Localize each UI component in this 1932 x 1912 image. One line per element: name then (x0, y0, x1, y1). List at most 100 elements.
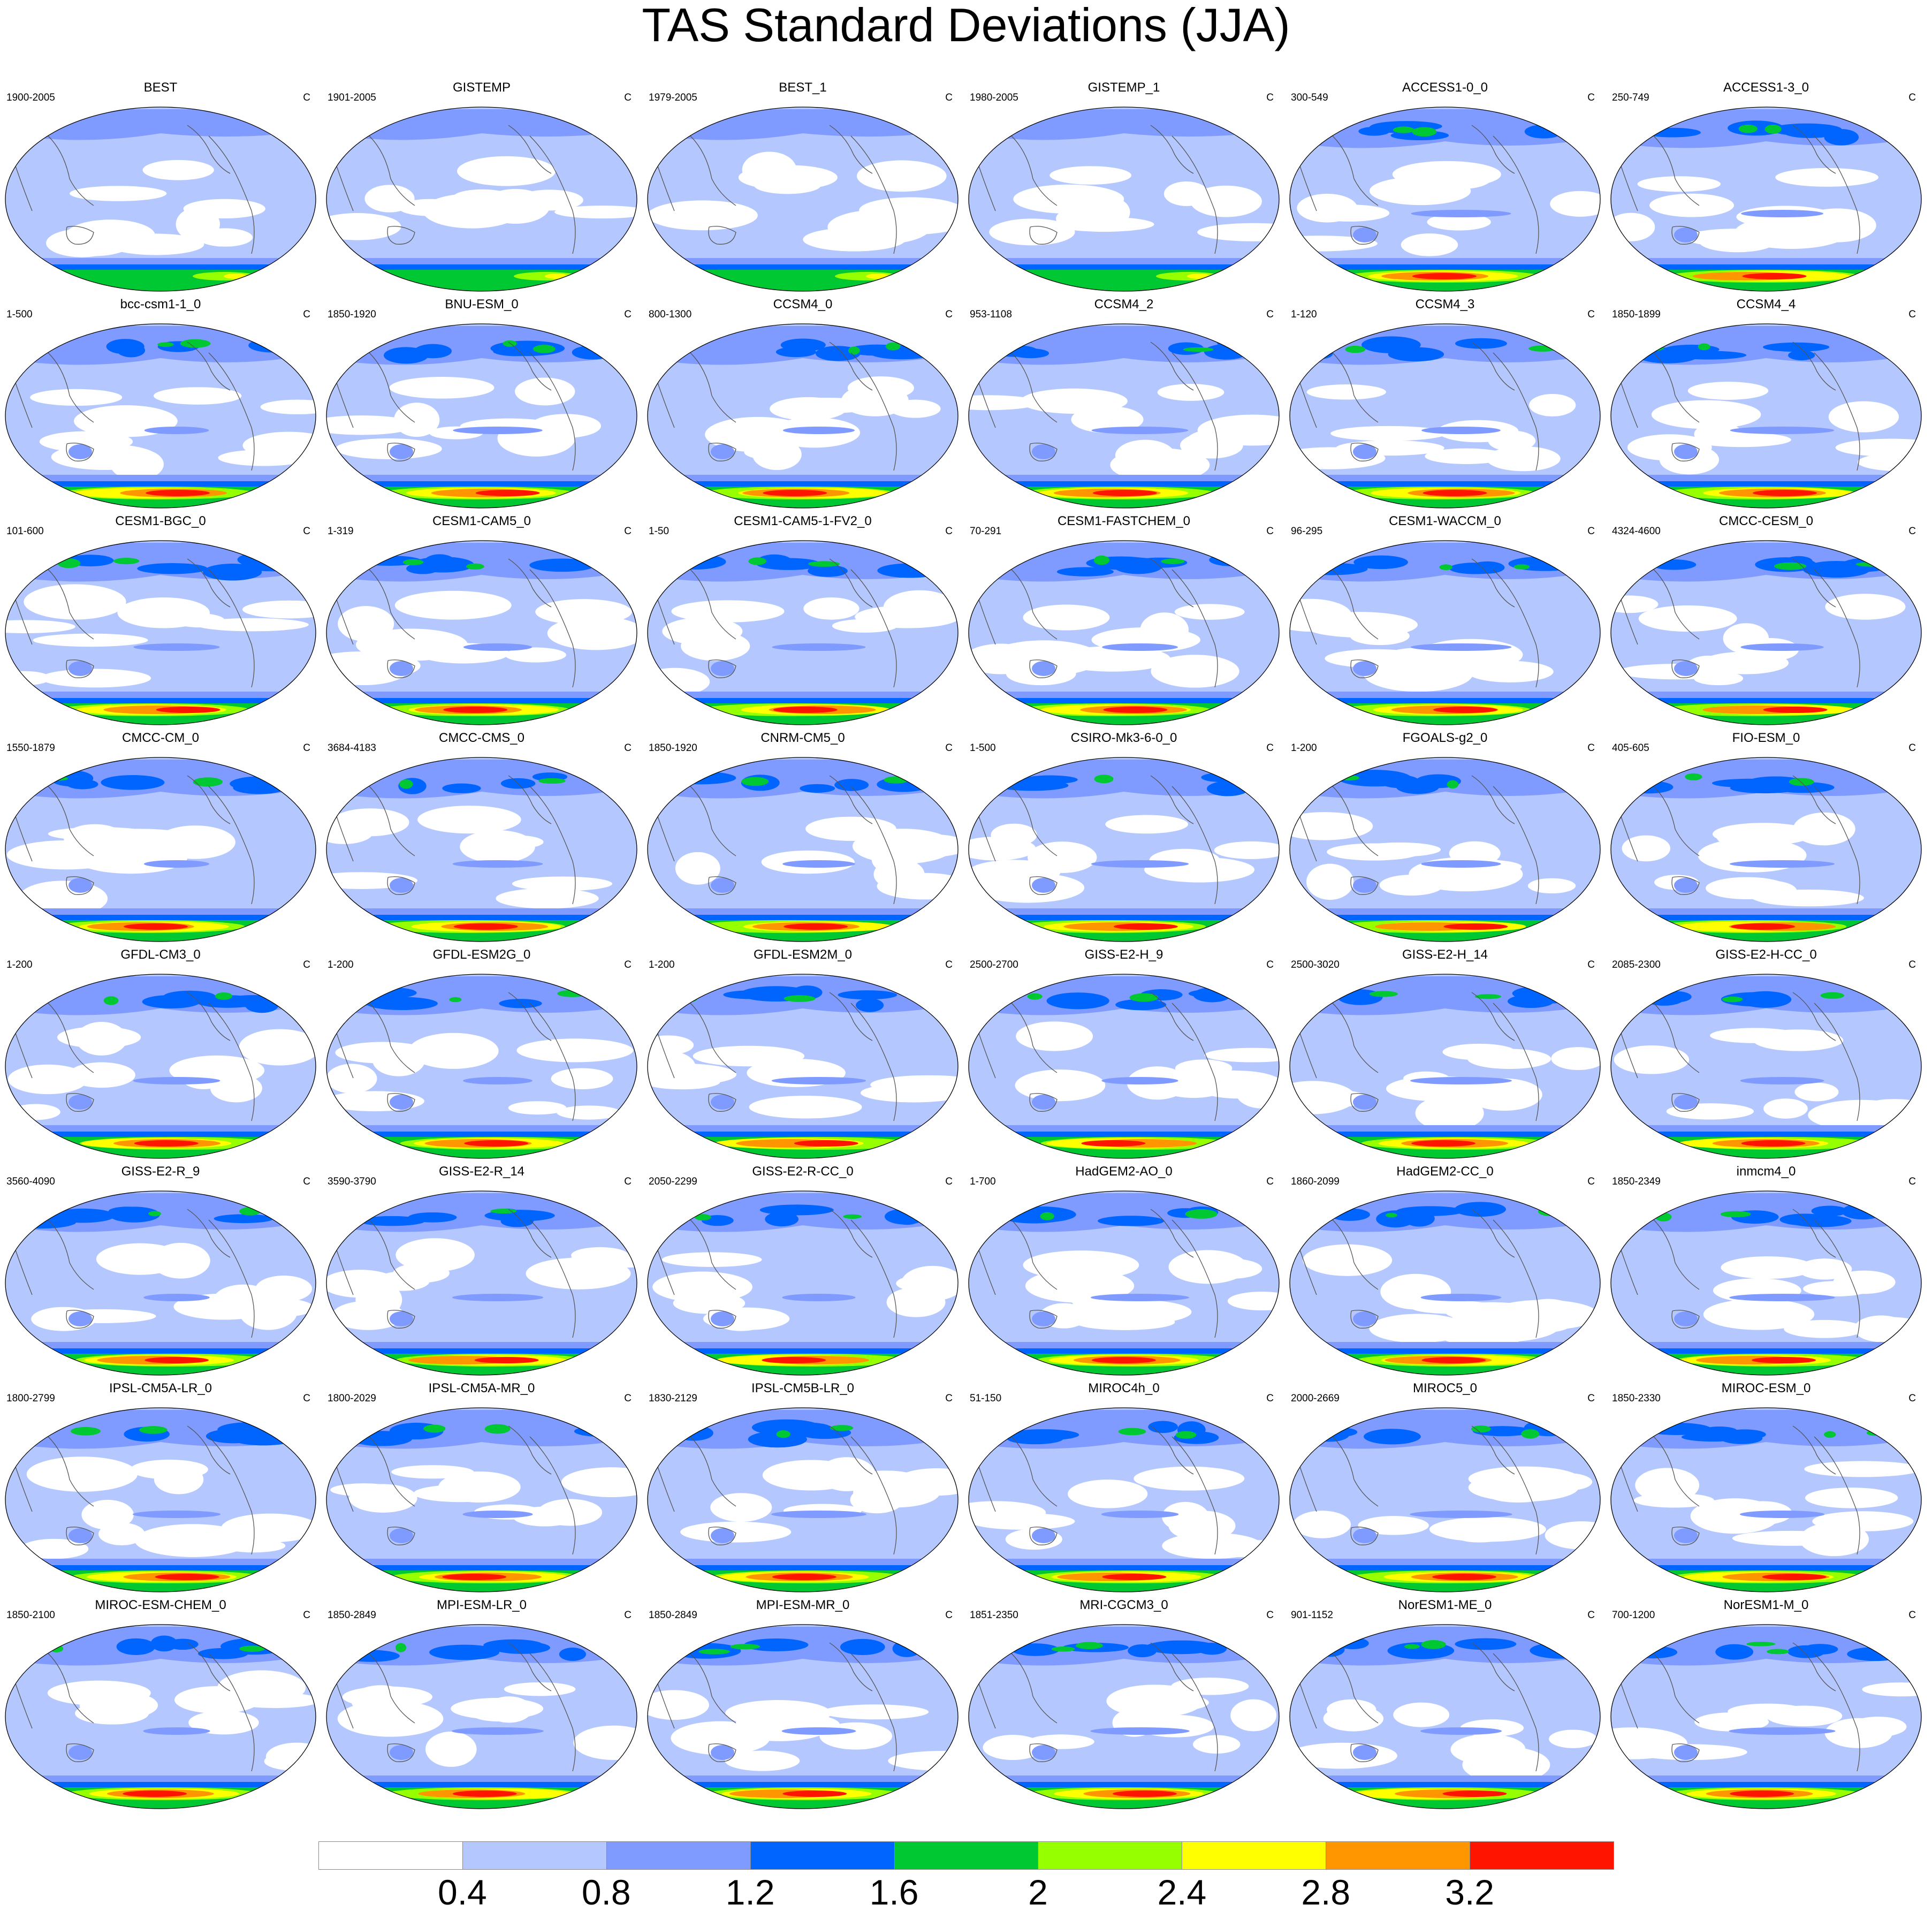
panel-unit: C (1908, 742, 1916, 754)
panel-title: CESM1-WACCM_0 (1389, 514, 1501, 528)
map-panel: MRI-CGCM3_0 1851-2350 C (963, 1598, 1284, 1816)
map-panel: GFDL-CM3_0 1-200 C (0, 947, 321, 1166)
panel-title: CESM1-BGC_0 (115, 514, 206, 528)
panel-year-range: 1979-2005 (649, 92, 697, 103)
map-panel: IPSL-CM5B-LR_0 1830-2129 C (642, 1381, 963, 1599)
panel-title: MPI-ESM-LR_0 (436, 1598, 527, 1612)
map-panel: bcc-csm1-1_0 1-500 C (0, 297, 321, 515)
world-map (968, 1624, 1280, 1809)
panel-unit: C (624, 1610, 632, 1621)
map-panel: GISS-E2-R_14 3590-3790 C (321, 1164, 642, 1383)
panel-title: BEST_1 (779, 80, 827, 95)
panel-year-range: 1850-1899 (1612, 309, 1661, 320)
panel-unit: C (1587, 309, 1595, 320)
panel-title: FGOALS-g2_0 (1402, 731, 1488, 745)
world-map (5, 107, 316, 292)
panel-unit: C (1908, 526, 1916, 537)
panel-year-range: 1800-2029 (328, 1393, 376, 1404)
panel-year-range: 2500-2700 (970, 959, 1018, 970)
panel-title: BNU-ESM_0 (445, 297, 519, 312)
panel-year-range: 1-500 (970, 742, 996, 754)
map-panel: CCSM4_0 800-1300 C (642, 297, 963, 515)
panel-year-range: 2500-3020 (1291, 959, 1340, 970)
map-panel: MIROC-ESM_0 1850-2330 C (1606, 1381, 1927, 1599)
panel-title: CSIRO-Mk3-6-0_0 (1070, 731, 1177, 745)
panel-year-range: 70-291 (970, 526, 1002, 537)
panel-unit: C (624, 309, 632, 320)
world-map (1289, 1407, 1601, 1592)
world-map (1289, 1624, 1601, 1809)
world-map (326, 1624, 637, 1809)
colorbar-box (894, 1841, 1039, 1870)
map-panel: NorESM1-M_0 700-1200 C (1606, 1598, 1927, 1816)
world-map (5, 1624, 316, 1809)
panel-year-range: 1850-1920 (328, 309, 376, 320)
map-panel: IPSL-CM5A-LR_0 1800-2799 C (0, 1381, 321, 1599)
colorbar-tick-label: 1.6 (869, 1872, 919, 1912)
panel-year-range: 51-150 (970, 1393, 1002, 1404)
panel-unit: C (945, 92, 953, 103)
panel-title: GISS-E2-H-CC_0 (1715, 947, 1817, 962)
map-panel: inmcm4_0 1850-2349 C (1606, 1164, 1927, 1383)
panel-year-range: 300-549 (1291, 92, 1328, 103)
panel-title: HadGEM2-AO_0 (1075, 1164, 1173, 1179)
map-panel: HadGEM2-CC_0 1860-2099 C (1284, 1164, 1606, 1383)
panel-title: CMCC-CM_0 (122, 731, 199, 745)
map-panel: ACCESS1-3_0 250-749 C (1606, 80, 1927, 299)
panel-unit: C (1587, 1393, 1595, 1404)
map-panel: CCSM4_4 1850-1899 C (1606, 297, 1927, 515)
map-panel: MPI-ESM-LR_0 1850-2849 C (321, 1598, 642, 1816)
world-map (1610, 540, 1922, 725)
map-panel: GFDL-ESM2M_0 1-200 C (642, 947, 963, 1166)
map-panel: CCSM4_3 1-120 C (1284, 297, 1606, 515)
panel-unit: C (1266, 959, 1274, 970)
panel-unit: C (1587, 526, 1595, 537)
panel-year-range: 1830-2129 (649, 1393, 697, 1404)
colorbar-box (750, 1841, 895, 1870)
map-panel: MIROC-ESM-CHEM_0 1850-2100 C (0, 1598, 321, 1816)
panel-year-range: 953-1108 (970, 309, 1012, 320)
panel-year-range: 1-319 (328, 526, 354, 537)
map-panel: CSIRO-Mk3-6-0_0 1-500 C (963, 731, 1284, 949)
colorbar-tick-label: 3.2 (1445, 1872, 1494, 1912)
world-map (647, 757, 959, 942)
panel-year-range: 700-1200 (1612, 1610, 1655, 1621)
panel-unit: C (624, 959, 632, 970)
panel-year-range: 1850-2330 (1612, 1393, 1661, 1404)
colorbar-box (1470, 1841, 1614, 1870)
panel-title: IPSL-CM5A-LR_0 (109, 1381, 212, 1395)
panel-title: MRI-CGCM3_0 (1079, 1598, 1168, 1612)
panel-unit: C (945, 1393, 953, 1404)
panel-year-range: 2085-2300 (1612, 959, 1661, 970)
panel-year-range: 1860-2099 (1291, 1176, 1340, 1187)
panel-unit: C (624, 1176, 632, 1187)
map-panel: GISTEMP 1901-2005 C (321, 80, 642, 299)
world-map (1289, 323, 1601, 509)
panel-year-range: 1850-1920 (649, 742, 697, 754)
world-map (5, 1190, 316, 1376)
panel-title: MIROC5_0 (1412, 1381, 1478, 1395)
panel-unit: C (1266, 1610, 1274, 1621)
world-map (968, 974, 1280, 1159)
world-map (647, 540, 959, 725)
world-map (1610, 1624, 1922, 1809)
map-panel: CESM1-WACCM_0 96-295 C (1284, 514, 1606, 732)
panel-title: CESM1-FASTCHEM_0 (1057, 514, 1191, 528)
colorbar-tick-label: 0.4 (438, 1872, 487, 1912)
panel-year-range: 1-120 (1291, 309, 1317, 320)
panel-title: inmcm4_0 (1736, 1164, 1796, 1179)
map-panel: FIO-ESM_0 405-605 C (1606, 731, 1927, 949)
panel-unit: C (303, 1610, 310, 1621)
world-map (5, 540, 316, 725)
panel-title: CMCC-CESM_0 (1718, 514, 1813, 528)
panel-title: IPSL-CM5A-MR_0 (428, 1381, 535, 1395)
world-map (968, 540, 1280, 725)
panel-unit: C (1587, 742, 1595, 754)
world-map (647, 1407, 959, 1592)
panel-unit: C (945, 1176, 953, 1187)
panel-year-range: 901-1152 (1291, 1610, 1333, 1621)
colorbar-tick-label: 2.4 (1157, 1872, 1207, 1912)
map-panel: MIROC4h_0 51-150 C (963, 1381, 1284, 1599)
panel-year-range: 800-1300 (649, 309, 692, 320)
panel-unit: C (945, 309, 953, 320)
